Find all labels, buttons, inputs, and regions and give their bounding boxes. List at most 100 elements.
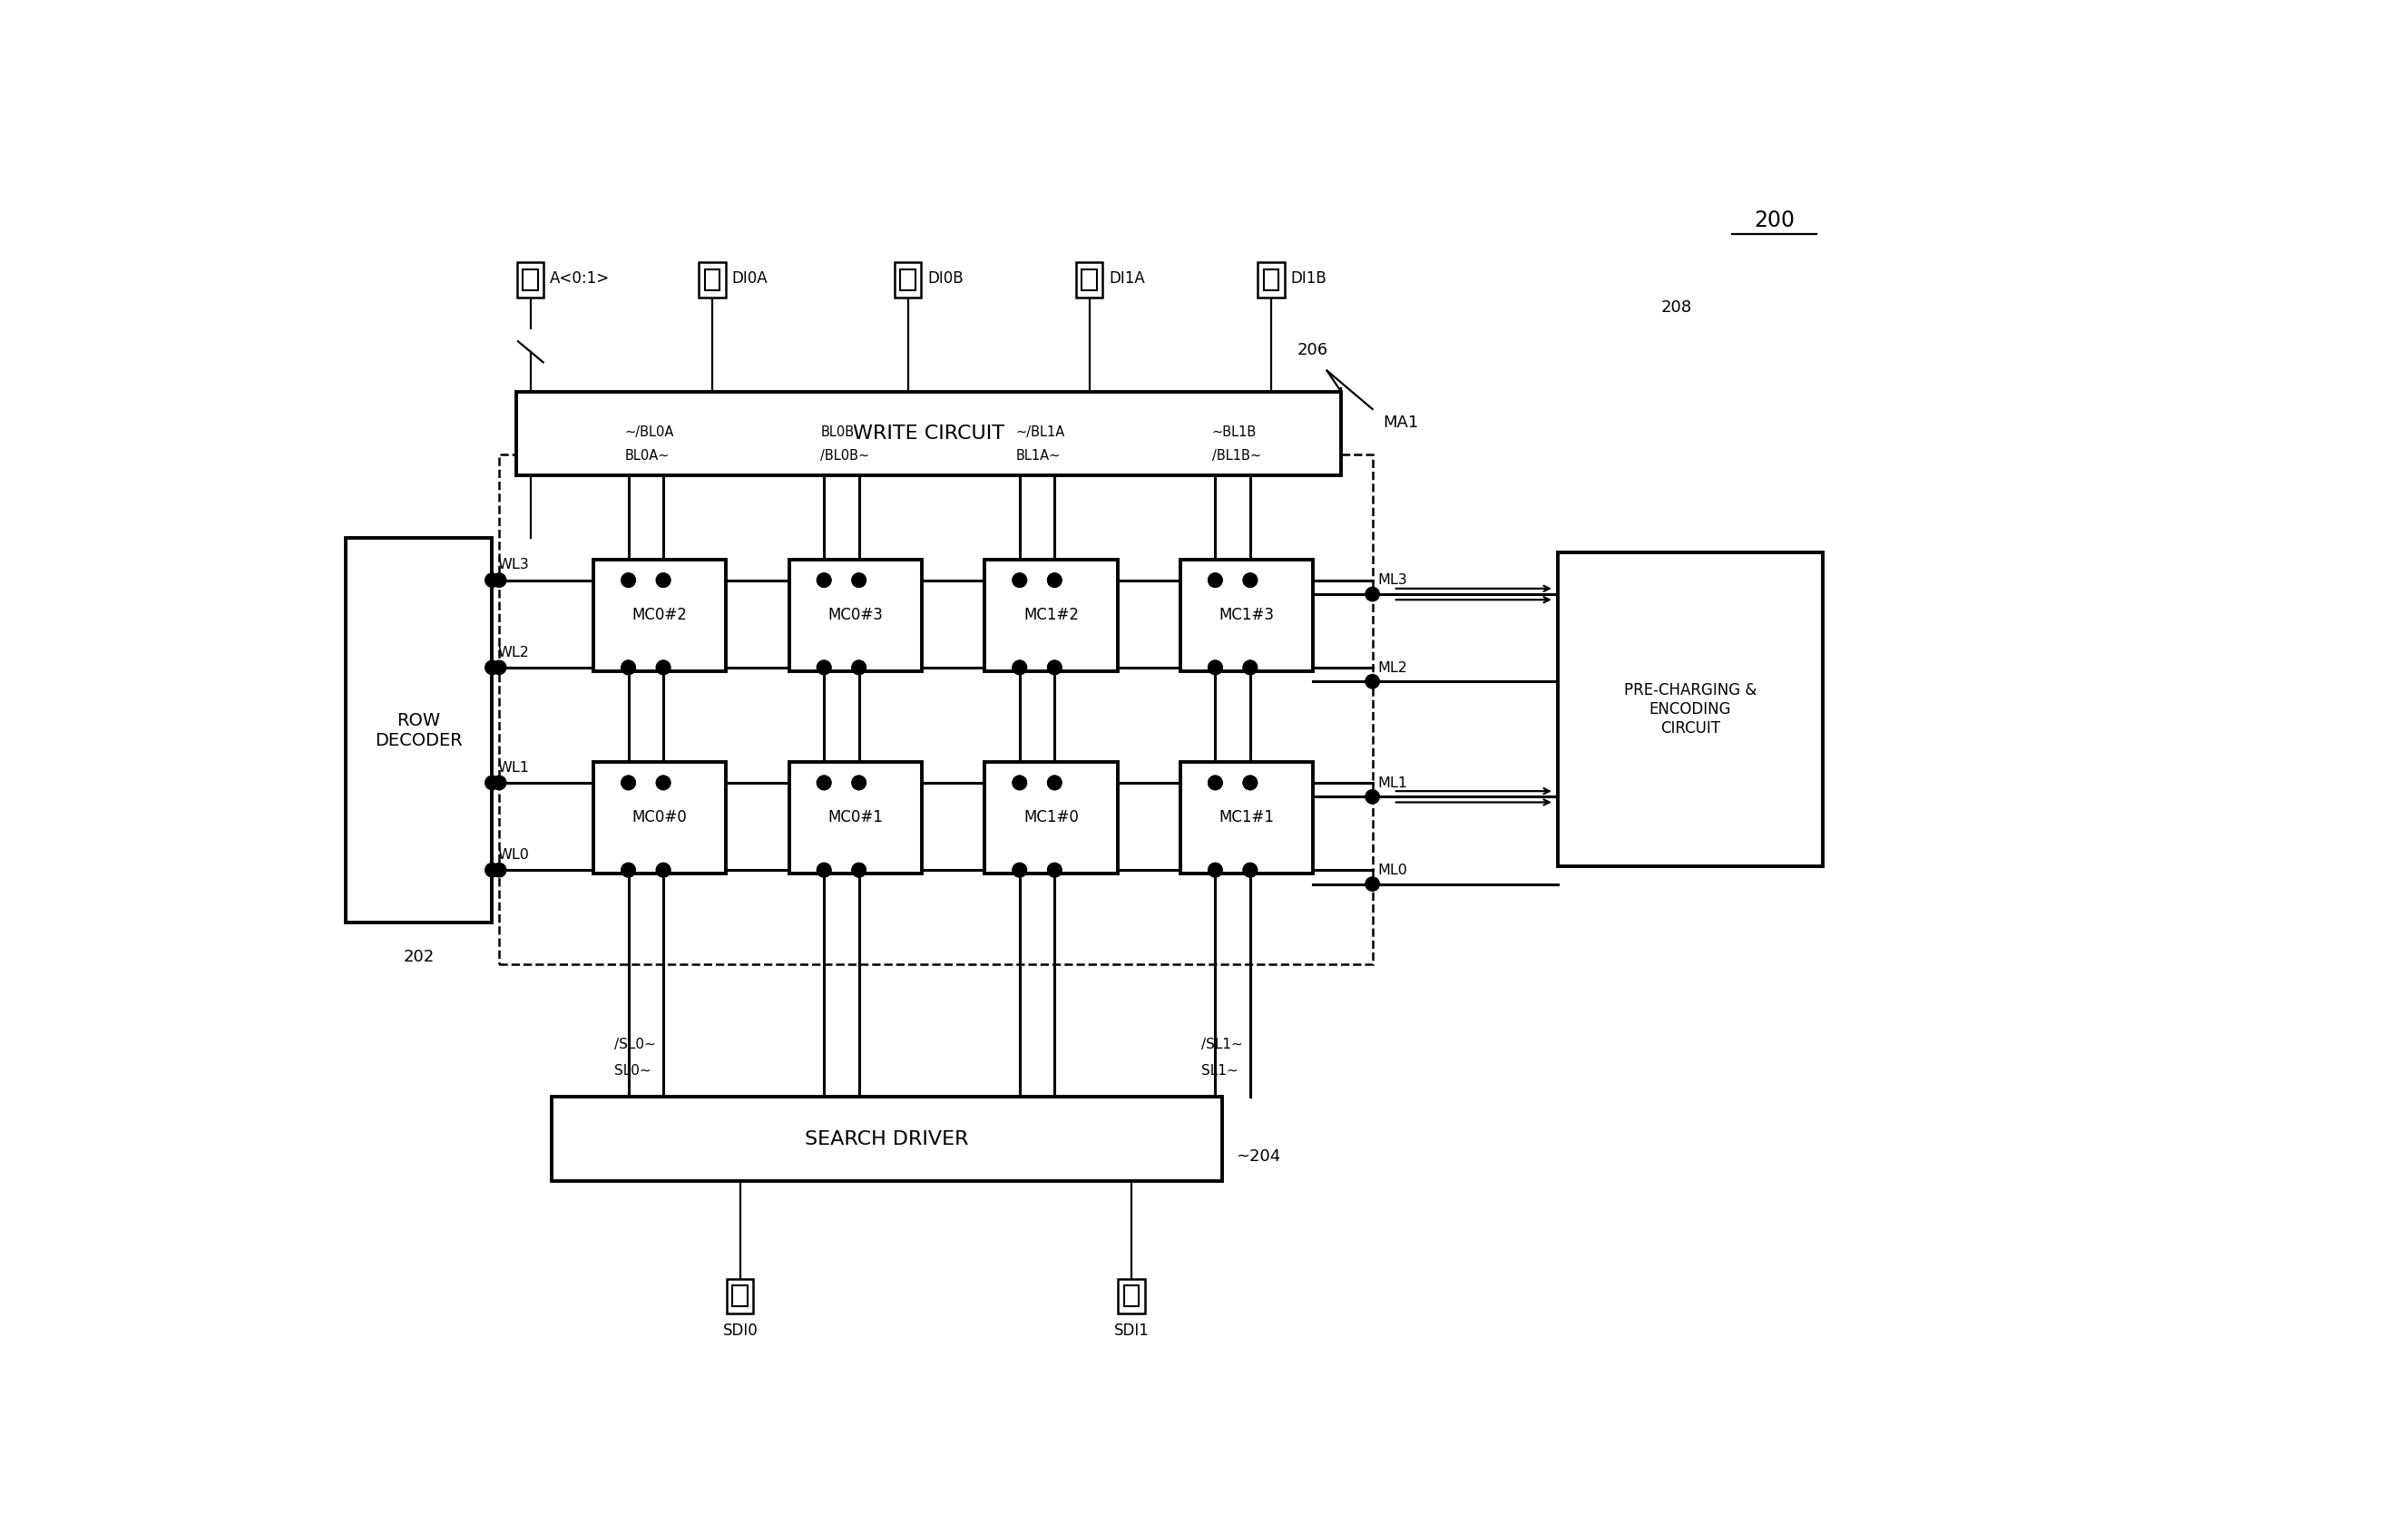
Circle shape	[657, 573, 669, 588]
Bar	[732, 1285, 749, 1307]
Circle shape	[1209, 573, 1223, 588]
Text: SEARCH DRIVER: SEARCH DRIVER	[804, 1130, 968, 1148]
Circle shape	[621, 775, 636, 790]
Circle shape	[1365, 675, 1380, 688]
Text: WL2: WL2	[498, 646, 530, 659]
Text: 200: 200	[1753, 210, 1794, 231]
Circle shape	[1209, 775, 1223, 790]
Text: WL0: WL0	[498, 848, 530, 862]
Bar	[698, 262, 725, 297]
Bar	[1125, 1285, 1139, 1307]
Bar	[1081, 270, 1098, 291]
Bar	[1180, 762, 1312, 874]
Bar	[1076, 262, 1103, 297]
Circle shape	[1365, 877, 1380, 891]
Bar	[518, 391, 1341, 475]
Circle shape	[1014, 775, 1026, 790]
Circle shape	[1014, 775, 1026, 790]
Text: MC0#1: MC0#1	[828, 810, 884, 825]
Bar	[1117, 1279, 1144, 1313]
Circle shape	[816, 775, 831, 790]
Circle shape	[1243, 573, 1257, 588]
Circle shape	[657, 864, 669, 877]
Bar	[985, 559, 1117, 672]
Circle shape	[816, 573, 831, 588]
Text: WRITE CIRCUIT: WRITE CIRCUIT	[852, 425, 1004, 443]
Text: DI0B: DI0B	[927, 270, 963, 286]
Circle shape	[657, 661, 669, 675]
Text: DI0A: DI0A	[732, 270, 768, 286]
Circle shape	[1014, 864, 1026, 877]
Text: WL1: WL1	[498, 762, 530, 774]
Circle shape	[1209, 661, 1223, 675]
Text: ML3: ML3	[1377, 574, 1409, 588]
Text: ~/BL1A: ~/BL1A	[1016, 425, 1064, 439]
Circle shape	[816, 661, 831, 675]
Circle shape	[1243, 573, 1257, 588]
Circle shape	[1243, 775, 1257, 790]
Circle shape	[1047, 775, 1062, 790]
Circle shape	[621, 573, 636, 588]
Circle shape	[816, 661, 831, 675]
Circle shape	[491, 661, 506, 675]
Circle shape	[1014, 661, 1026, 675]
Circle shape	[852, 864, 867, 877]
Circle shape	[1209, 864, 1223, 877]
Circle shape	[621, 573, 636, 588]
Circle shape	[1047, 775, 1062, 790]
Text: DI1A: DI1A	[1110, 270, 1146, 286]
Circle shape	[1047, 864, 1062, 877]
Text: MA1: MA1	[1382, 414, 1418, 431]
Circle shape	[1047, 573, 1062, 588]
Circle shape	[1209, 661, 1223, 675]
Text: PRE-CHARGING &
ENCODING
CIRCUIT: PRE-CHARGING & ENCODING CIRCUIT	[1623, 682, 1758, 737]
Text: ML2: ML2	[1377, 661, 1409, 675]
Circle shape	[1014, 573, 1026, 588]
Circle shape	[852, 775, 867, 790]
Text: SDI1: SDI1	[1115, 1323, 1149, 1339]
Bar	[1180, 559, 1312, 672]
Circle shape	[621, 661, 636, 675]
Circle shape	[1243, 661, 1257, 675]
Text: ROW
DECODER: ROW DECODER	[376, 711, 462, 749]
Circle shape	[1047, 864, 1062, 877]
Circle shape	[852, 573, 867, 588]
Circle shape	[1047, 661, 1062, 675]
Text: MC1#3: MC1#3	[1218, 608, 1274, 623]
Text: /SL1~: /SL1~	[1202, 1037, 1243, 1051]
Circle shape	[1243, 661, 1257, 675]
Bar	[790, 559, 922, 672]
Circle shape	[1209, 775, 1223, 790]
Text: /BL1B~: /BL1B~	[1211, 449, 1262, 463]
Circle shape	[621, 775, 636, 790]
Circle shape	[1047, 573, 1062, 588]
Circle shape	[657, 775, 669, 790]
Text: MC1#1: MC1#1	[1218, 810, 1274, 825]
Circle shape	[621, 661, 636, 675]
Circle shape	[657, 775, 669, 790]
Text: A<0:1>: A<0:1>	[549, 270, 609, 286]
Text: MC0#0: MC0#0	[633, 810, 686, 825]
Bar	[592, 559, 727, 672]
Circle shape	[621, 864, 636, 877]
Circle shape	[1209, 573, 1223, 588]
Circle shape	[657, 573, 669, 588]
Bar	[790, 762, 922, 874]
Bar	[901, 270, 915, 291]
Bar	[523, 270, 539, 291]
Bar	[551, 1097, 1223, 1180]
Circle shape	[491, 864, 506, 877]
Circle shape	[491, 573, 506, 588]
Text: ML1: ML1	[1377, 777, 1409, 790]
Bar	[498, 454, 1373, 964]
Circle shape	[657, 661, 669, 675]
Circle shape	[1365, 790, 1380, 804]
Text: SL1~: SL1~	[1202, 1063, 1238, 1077]
Text: ~BL1B: ~BL1B	[1211, 425, 1257, 439]
Text: ML0: ML0	[1377, 864, 1409, 877]
Text: MC0#3: MC0#3	[828, 608, 884, 623]
Circle shape	[1243, 864, 1257, 877]
Circle shape	[484, 864, 498, 877]
Circle shape	[852, 864, 867, 877]
Circle shape	[1014, 661, 1026, 675]
